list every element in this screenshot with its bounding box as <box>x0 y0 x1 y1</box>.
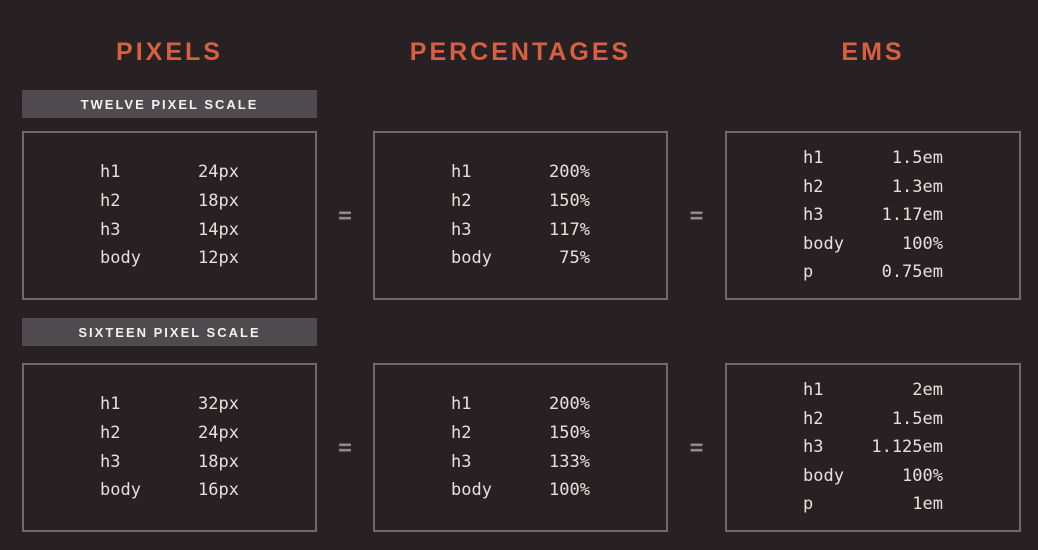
size-row: h2 1.5em <box>803 405 943 434</box>
size-value: 24px <box>198 162 239 183</box>
size-value: 16px <box>198 480 239 501</box>
element-label: h3 <box>451 451 472 472</box>
size-value: 18px <box>198 451 239 472</box>
size-value: 117% <box>549 219 590 240</box>
element-label: h2 <box>100 190 121 211</box>
element-label: h1 <box>100 162 121 183</box>
size-row: h3 1.17em <box>803 201 943 230</box>
size-row: body 100% <box>803 230 943 259</box>
element-label: h2 <box>451 190 472 211</box>
column-header-ems: EMS <box>841 38 905 66</box>
size-value: 0.75em <box>881 262 943 283</box>
percentages-box-twelve: h1 200% h2 150% h3 117% body 75% <box>373 131 668 300</box>
size-row: h1 200% <box>451 390 590 419</box>
size-row: h1 2em <box>803 376 943 405</box>
column-header-row: PIXELS PERCENTAGES EMS <box>0 0 1038 66</box>
badge-row: SIXTEEN PIXEL SCALE <box>0 318 1038 346</box>
size-row: h2 150% <box>451 419 590 448</box>
size-row: h2 24px <box>100 419 239 448</box>
size-value: 200% <box>549 394 590 415</box>
size-row: h3 133% <box>451 448 590 477</box>
element-label: body <box>100 248 141 269</box>
size-value: 1.5em <box>891 148 943 169</box>
element-label: h3 <box>803 437 824 458</box>
element-label: body <box>803 465 844 486</box>
size-row: h2 150% <box>451 187 590 216</box>
column-header-pixels: PIXELS <box>116 38 223 66</box>
element-label: h1 <box>100 394 121 415</box>
equals-icon: = <box>338 434 352 461</box>
element-label: h1 <box>803 380 824 401</box>
percentages-box-sixteen: h1 200% h2 150% h3 133% body 100% <box>373 363 668 532</box>
scale-badge-sixteen: SIXTEEN PIXEL SCALE <box>22 318 317 346</box>
element-label: h1 <box>451 394 472 415</box>
size-value: 75% <box>559 248 590 269</box>
size-value: 133% <box>549 451 590 472</box>
element-label: p <box>803 262 814 283</box>
element-label: body <box>451 248 492 269</box>
equals-icon: = <box>338 202 352 229</box>
pixels-box-sixteen: h1 32px h2 24px h3 18px body 16px <box>22 363 317 532</box>
pixels-box-twelve: h1 24px h2 18px h3 14px body 12px <box>22 131 317 300</box>
size-row: h3 18px <box>100 448 239 477</box>
size-row: h1 1.5em <box>803 144 943 173</box>
size-row: h1 32px <box>100 390 239 419</box>
size-value: 1.17em <box>881 205 943 226</box>
element-label: h2 <box>803 408 824 429</box>
size-row: h1 24px <box>100 158 239 187</box>
scale-row-sixteen: h1 32px h2 24px h3 18px body 16px = h1 2… <box>0 363 1038 532</box>
badge-row: TWELVE PIXEL SCALE <box>0 90 1038 118</box>
element-label: h3 <box>100 219 121 240</box>
element-label: h2 <box>803 176 824 197</box>
size-row: h2 18px <box>100 187 239 216</box>
size-row: h2 1.3em <box>803 173 943 202</box>
scale-badge-twelve: TWELVE PIXEL SCALE <box>22 90 317 118</box>
size-row: h3 117% <box>451 216 590 245</box>
size-value: 200% <box>549 162 590 183</box>
equals-icon: = <box>689 434 704 461</box>
size-value: 14px <box>198 219 239 240</box>
size-row: h3 1.125em <box>803 433 943 462</box>
size-value: 12px <box>198 248 239 269</box>
ems-box-sixteen: h1 2em h2 1.5em h3 1.125em body 100% p 1… <box>725 363 1021 532</box>
size-row: body 100% <box>451 476 590 505</box>
equals-icon: = <box>689 202 704 229</box>
size-row: body 100% <box>803 462 943 491</box>
size-value: 2em <box>912 380 943 401</box>
size-value: 1.3em <box>891 176 943 197</box>
size-row: body 12px <box>100 244 239 273</box>
size-value: 32px <box>198 394 239 415</box>
element-label: body <box>451 480 492 501</box>
size-value: 150% <box>549 422 590 443</box>
element-label: p <box>803 494 814 515</box>
element-label: body <box>803 233 844 254</box>
size-value: 18px <box>198 190 239 211</box>
element-label: h3 <box>100 451 121 472</box>
element-label: body <box>100 480 141 501</box>
size-row: body 75% <box>451 244 590 273</box>
size-row: p 0.75em <box>803 258 943 287</box>
size-value: 24px <box>198 422 239 443</box>
size-row: h1 200% <box>451 158 590 187</box>
size-row: body 16px <box>100 476 239 505</box>
element-label: h2 <box>451 422 472 443</box>
size-value: 100% <box>902 465 943 486</box>
size-row: p 1em <box>803 490 943 519</box>
column-header-percentages: PERCENTAGES <box>409 38 632 66</box>
size-value: 100% <box>902 233 943 254</box>
size-row: h3 14px <box>100 216 239 245</box>
element-label: h3 <box>803 205 824 226</box>
element-label: h1 <box>451 162 472 183</box>
size-value: 1em <box>912 494 943 515</box>
element-label: h2 <box>100 422 121 443</box>
ems-box-twelve: h1 1.5em h2 1.3em h3 1.17em body 100% p … <box>725 131 1021 300</box>
scale-row-twelve: h1 24px h2 18px h3 14px body 12px = h1 2… <box>0 131 1038 300</box>
size-value: 100% <box>549 480 590 501</box>
size-value: 150% <box>549 190 590 211</box>
element-label: h3 <box>451 219 472 240</box>
element-label: h1 <box>803 148 824 169</box>
size-value: 1.125em <box>871 437 943 458</box>
size-value: 1.5em <box>891 408 943 429</box>
